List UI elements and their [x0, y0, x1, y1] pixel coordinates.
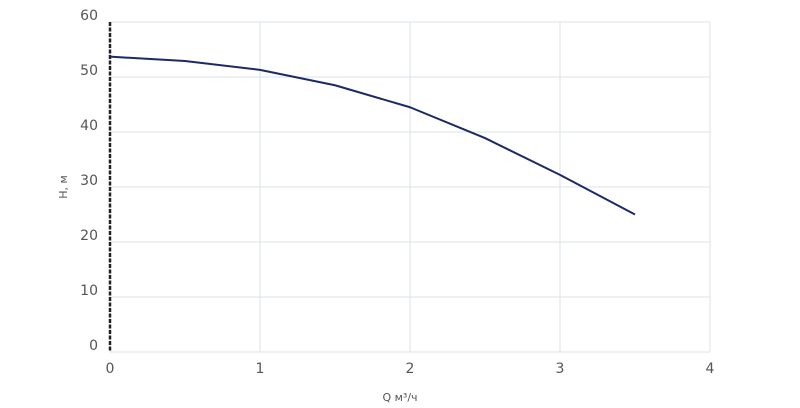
x-tick-label: 3 [556, 361, 565, 377]
line-series [109, 55, 636, 216]
y-tick-label: 0 [89, 338, 98, 354]
x-tick-label: 0 [106, 361, 115, 377]
y-tick-label: 30 [80, 173, 98, 189]
x-tick-label: 1 [256, 361, 265, 377]
x-tick-label: 2 [406, 361, 415, 377]
y-axis-label: H, м [57, 175, 70, 199]
y-tick-label: 20 [80, 228, 98, 244]
y-tick-label: 60 [80, 8, 98, 24]
y-tick-label: 50 [80, 63, 98, 79]
x-tick-label: 4 [706, 361, 715, 377]
y-tick-label: 40 [80, 118, 98, 134]
x-axis-label: Q м³/ч [382, 391, 417, 404]
y-tick-label: 10 [80, 283, 98, 299]
